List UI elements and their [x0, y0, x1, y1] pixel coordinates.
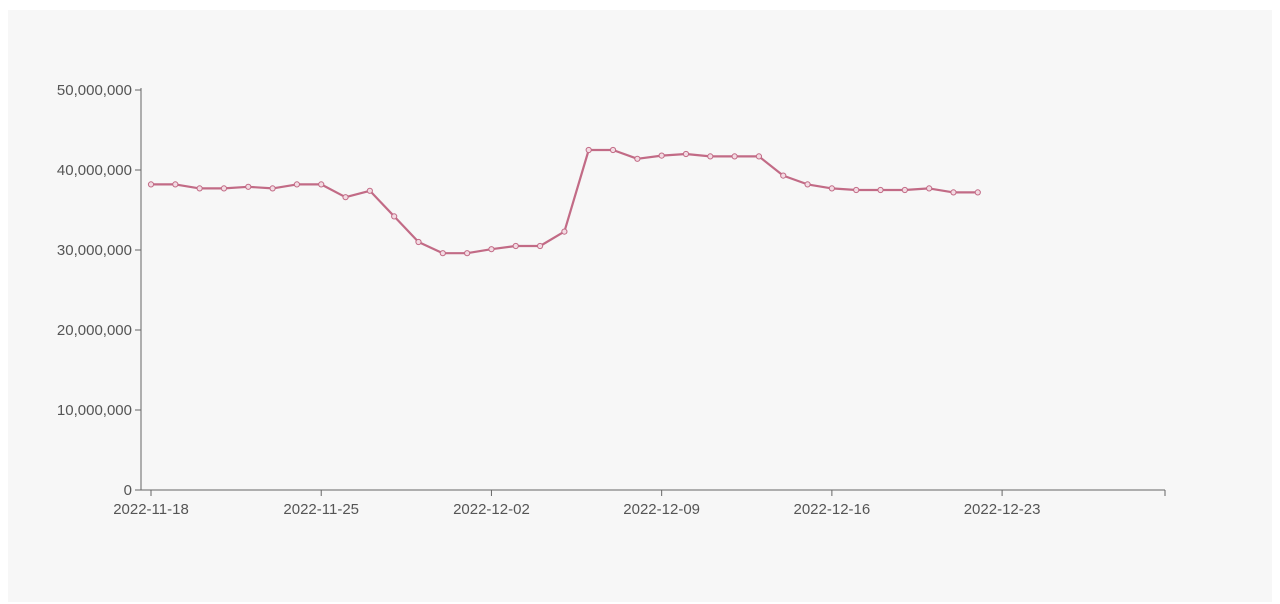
chart-background: [8, 10, 1272, 602]
data-point: [877, 186, 884, 194]
data-point: [220, 185, 228, 192]
y-axis-ticks: 0 10,000,000 20,000,000 30,000,000 40,000,00…: [57, 82, 141, 499]
data-point: [342, 194, 349, 201]
x-tick-label: 2022-12-09: [623, 501, 700, 518]
x-tick-label: 2022-11-25: [283, 501, 359, 518]
data-point: [536, 242, 544, 250]
data-point: [804, 181, 811, 188]
data-point: [974, 189, 981, 196]
series-group: [147, 146, 981, 257]
x-tick-label: 2022-12-02: [453, 501, 530, 518]
data-point: [853, 186, 860, 194]
data-point: [950, 189, 957, 196]
x-tick-label: 2022-12-16: [794, 501, 871, 518]
data-point: [439, 250, 446, 257]
data-point: [926, 185, 933, 192]
data-point: [609, 146, 617, 154]
chart-axes: [140, 88, 1166, 496]
data-point: [196, 185, 203, 192]
data-point: [658, 152, 665, 159]
y-tick-label: 50,000,000: [57, 82, 132, 99]
data-point: [245, 183, 252, 190]
y-tick-label: 10,000,000: [57, 402, 132, 419]
data-point: [391, 213, 398, 220]
data-point: [901, 186, 908, 194]
data-point: [755, 153, 763, 160]
data-point: [488, 246, 495, 253]
y-tick-label: 40,000,000: [57, 162, 132, 179]
data-point: [318, 181, 325, 188]
data-point: [707, 153, 714, 160]
data-point: [585, 146, 592, 154]
data-point: [828, 185, 835, 192]
series-line: [149, 148, 979, 255]
x-tick-label: 2022-11-18: [113, 501, 189, 518]
data-point: [293, 181, 301, 188]
data-point: [682, 150, 690, 158]
data-point: [780, 172, 787, 179]
data-point: [366, 187, 373, 194]
y-tick-label: 20,000,000: [57, 322, 132, 339]
x-axis-ticks: 2022-11-18 2022-11-25 2022-12-02 2022-12-09…: [113, 490, 1040, 518]
data-point: [634, 155, 641, 162]
data-point: [464, 250, 471, 257]
data-point: [147, 181, 155, 188]
data-point: [731, 153, 738, 160]
y-tick-label: 0: [124, 482, 132, 499]
data-point: [269, 185, 276, 192]
data-point: [512, 242, 519, 250]
data-point: [561, 228, 568, 235]
x-tick-label: 2022-12-23: [964, 501, 1041, 518]
y-tick-label: 30,000,000: [57, 242, 132, 259]
data-point: [415, 238, 422, 246]
data-point: [172, 181, 179, 188]
